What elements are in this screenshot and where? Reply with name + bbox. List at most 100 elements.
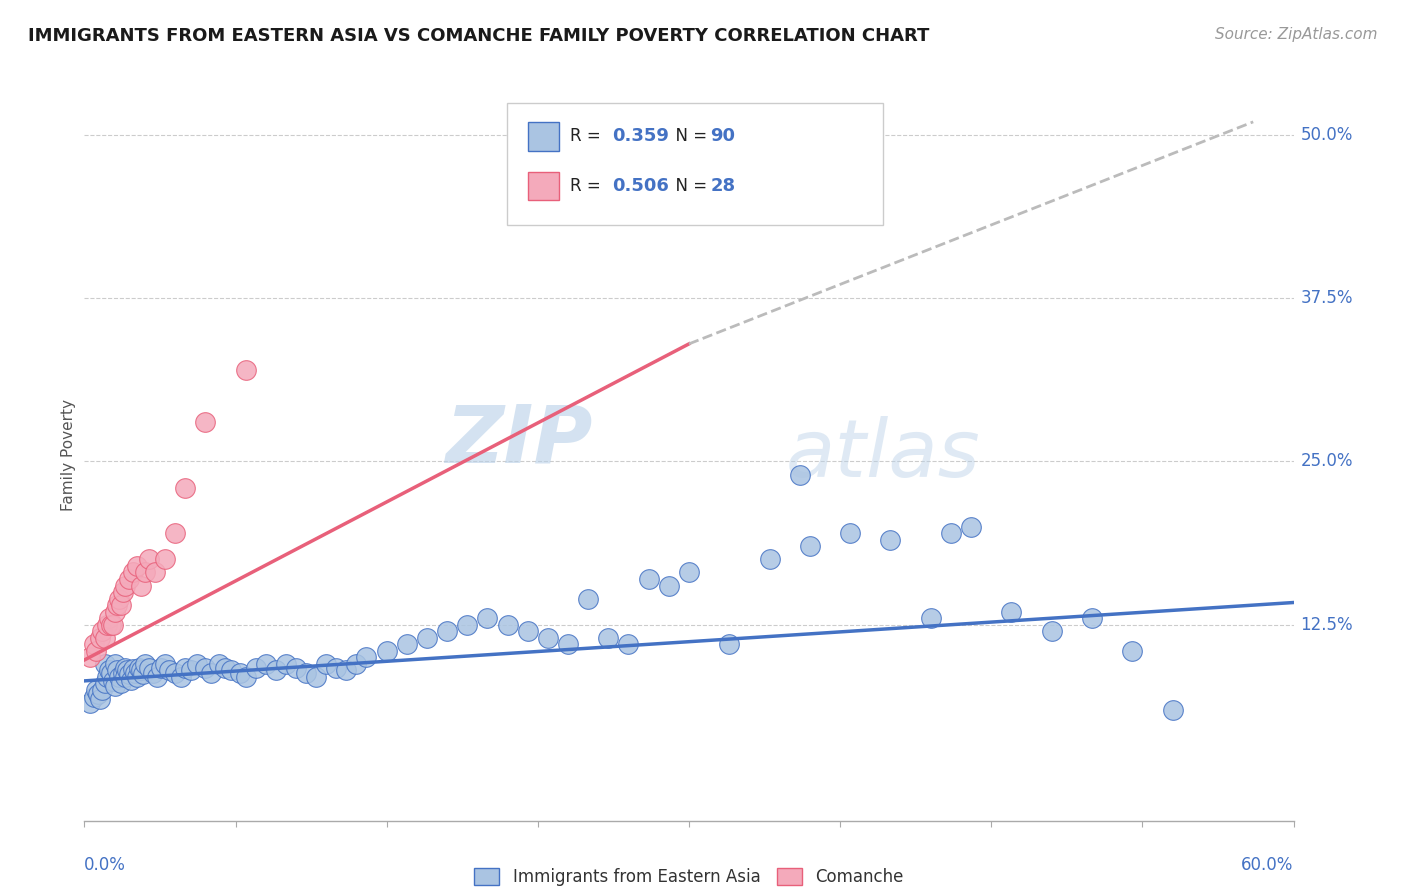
Point — [89, 692, 111, 706]
Point — [174, 661, 197, 675]
Point — [104, 657, 127, 671]
Point — [96, 670, 118, 684]
Point — [128, 661, 150, 675]
Point — [153, 657, 176, 671]
Point — [83, 637, 105, 651]
Point — [325, 661, 347, 675]
Point — [235, 363, 257, 377]
Point — [456, 617, 478, 632]
Point — [86, 683, 108, 698]
Text: 60.0%: 60.0% — [1241, 856, 1294, 874]
Point — [83, 690, 105, 704]
Point — [142, 666, 165, 681]
Point — [839, 526, 862, 541]
Point — [79, 650, 101, 665]
Point — [194, 661, 217, 675]
Point — [284, 661, 308, 675]
Point — [477, 611, 499, 625]
Point — [1040, 624, 1063, 639]
Point — [120, 673, 142, 687]
Point — [315, 657, 337, 671]
Text: 25.0%: 25.0% — [1301, 452, 1353, 470]
Point — [105, 598, 128, 612]
Point — [375, 644, 398, 658]
Point — [598, 631, 620, 645]
Point — [194, 415, 217, 429]
Point — [114, 578, 136, 592]
Point — [214, 661, 236, 675]
Point — [105, 664, 128, 678]
Point — [118, 572, 141, 586]
Point — [658, 578, 681, 592]
Point — [129, 664, 152, 678]
Point — [295, 666, 318, 681]
Point — [356, 650, 378, 665]
Point — [305, 670, 328, 684]
Point — [1081, 611, 1104, 625]
Point — [1000, 605, 1022, 619]
Point — [114, 670, 136, 684]
Text: N =: N = — [665, 178, 713, 195]
Point — [104, 605, 127, 619]
Point — [245, 661, 267, 675]
Point — [395, 637, 418, 651]
Point — [157, 664, 180, 678]
Point — [97, 611, 120, 625]
Point — [416, 631, 439, 645]
Point — [174, 481, 197, 495]
Point — [91, 683, 114, 698]
Point — [125, 558, 148, 573]
Text: R =: R = — [569, 178, 606, 195]
Text: atlas: atlas — [786, 416, 980, 494]
Point — [107, 670, 129, 684]
Point — [960, 520, 983, 534]
Point — [1121, 644, 1143, 658]
Point — [143, 566, 166, 580]
Point — [134, 657, 156, 671]
Point — [617, 637, 640, 651]
Point — [101, 617, 124, 632]
Text: IMMIGRANTS FROM EASTERN ASIA VS COMANCHE FAMILY POVERTY CORRELATION CHART: IMMIGRANTS FROM EASTERN ASIA VS COMANCHE… — [28, 27, 929, 45]
Point — [758, 552, 780, 566]
Point — [125, 670, 148, 684]
Point — [101, 673, 124, 688]
Y-axis label: Family Poverty: Family Poverty — [60, 399, 76, 511]
Point — [346, 657, 368, 671]
Point — [335, 664, 357, 678]
Point — [228, 666, 250, 681]
Point — [254, 657, 277, 671]
Text: 90: 90 — [710, 128, 735, 145]
Text: R =: R = — [569, 128, 606, 145]
Point — [134, 566, 156, 580]
Point — [718, 637, 741, 651]
Point — [93, 631, 115, 645]
Point — [132, 667, 155, 681]
Point — [208, 657, 231, 671]
Point — [121, 566, 143, 580]
Point — [879, 533, 901, 547]
Text: 0.359: 0.359 — [612, 128, 669, 145]
Point — [86, 644, 108, 658]
Point — [115, 664, 138, 678]
Point — [496, 617, 519, 632]
Point — [100, 666, 122, 681]
Point — [104, 679, 127, 693]
Point — [79, 696, 101, 710]
Point — [146, 670, 169, 684]
Point — [110, 676, 132, 690]
Text: 0.0%: 0.0% — [84, 856, 127, 874]
Point — [799, 539, 821, 553]
Point — [91, 624, 114, 639]
Point — [87, 687, 110, 701]
Text: 50.0%: 50.0% — [1301, 126, 1353, 144]
Text: 12.5%: 12.5% — [1301, 615, 1353, 633]
Point — [107, 591, 129, 606]
Point — [124, 666, 146, 681]
Point — [149, 661, 172, 675]
Point — [274, 657, 297, 671]
Point — [129, 578, 152, 592]
Point — [138, 661, 160, 675]
Point — [557, 637, 579, 651]
Point — [186, 657, 208, 671]
Point — [576, 591, 599, 606]
